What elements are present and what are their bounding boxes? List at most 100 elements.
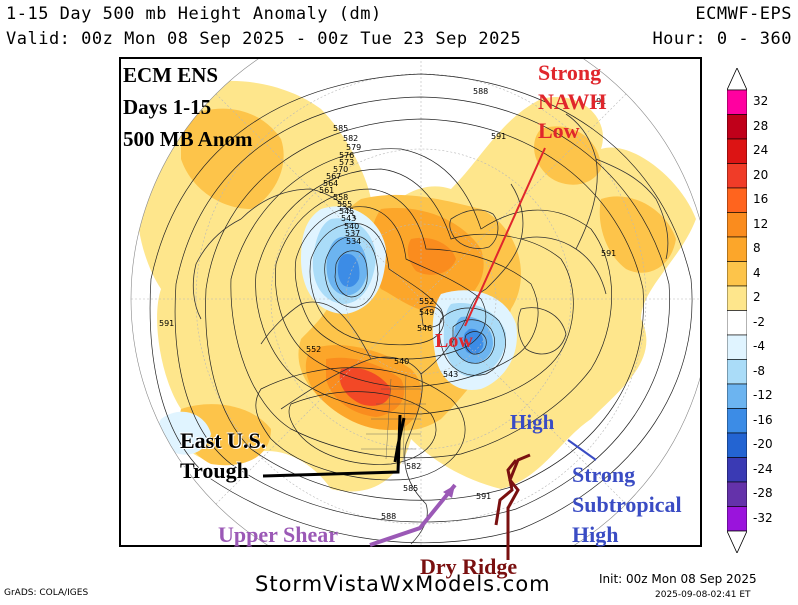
trough-axis (393, 417, 406, 463)
trough-pointer (262, 414, 402, 478)
contour-label: 567 (326, 172, 341, 181)
forecast-hours: Hour: 0 - 360 (652, 29, 792, 49)
colorbar-swatch (727, 187, 747, 213)
subtropical-pointer (567, 439, 597, 461)
colorbar-label: -2 (753, 314, 765, 329)
dry-ridge-axis-secondary (494, 459, 518, 526)
model-name: ECMWF-EPS (695, 4, 792, 24)
contour-label: 591 (491, 132, 506, 141)
positive-anomaly-4dm (181, 108, 284, 209)
nawh-pointer (464, 147, 546, 327)
positive-anomaly-4dm (180, 404, 271, 466)
contour-label: 585 (333, 124, 348, 133)
annotation-subtrop-high: High (572, 522, 619, 547)
colorbar-label: -16 (753, 412, 773, 427)
site-watermark: StormVistaWxModels.com (255, 572, 551, 596)
contour-label: 582 (343, 134, 358, 143)
annotation-days: Days 1-15 (123, 95, 212, 119)
colorbar-label: -12 (753, 388, 773, 403)
height-contours (149, 73, 693, 544)
contour-label: 540 (344, 222, 359, 231)
contour-label: 558 (333, 193, 348, 202)
positive-anomaly-4dm (599, 196, 676, 273)
negative-anomaly-12dm (337, 253, 360, 287)
shear-arrowhead (443, 485, 455, 498)
colorbar-swatch (727, 383, 747, 409)
grads-credit: GrADS: COLA/IGES (4, 588, 89, 598)
annotation-ecm-ens: ECM ENS (123, 63, 219, 87)
colorbar-swatch (727, 89, 747, 115)
colorbar-swatch (727, 236, 747, 262)
coastlines (192, 113, 669, 545)
annotation-dry-ridge: Dry Ridge (420, 554, 518, 579)
generated-time: 2025-09-08-02:41 ET (655, 590, 751, 600)
colorbar-swatch (727, 481, 747, 507)
colorbar-label: 24 (753, 143, 769, 158)
colorbar-swatch (727, 334, 747, 360)
map-title: 1-15 Day 500 mb Height Anomaly (dm) (6, 4, 382, 24)
colorbar-swatch (727, 163, 747, 189)
valid-period: Valid: 00z Mon 08 Sep 2025 - 00z Tue 23 … (6, 29, 522, 49)
colorbar-label: 20 (753, 167, 769, 182)
contour-label: 561 (319, 186, 334, 195)
colorbar-label: -24 (753, 461, 773, 476)
contour-label: 570 (333, 165, 348, 174)
anomaly-map: 588 585 582 579 576 573 570 567 564 561 … (119, 57, 702, 547)
contour-label: 591 (601, 249, 616, 258)
colorbar-label: 28 (753, 118, 769, 133)
contour-label: 534 (346, 237, 361, 246)
positive-anomaly-4dm (534, 126, 601, 185)
contour-label: 582 (406, 462, 421, 471)
colorbar-swatch (727, 310, 747, 336)
annotation-nawh-low: Low (538, 118, 580, 143)
annotation-low: Low (435, 330, 473, 352)
colorbar-top-arrow (727, 68, 747, 91)
colorbar-swatch (727, 359, 747, 385)
shear-arrow (369, 483, 457, 547)
contour-label: 552 (306, 345, 321, 354)
contour-label: 549 (419, 308, 434, 317)
map-canvas: 588 585 582 579 576 573 570 567 564 561 … (130, 59, 700, 545)
colorbar-label: -20 (753, 437, 773, 452)
colorbar-swatch (727, 261, 747, 287)
annotation-nawh-strong: Strong (538, 60, 602, 85)
colorbar-swatch (727, 285, 747, 311)
contour-label: 591 (159, 319, 174, 328)
contour-label: 537 (345, 229, 360, 238)
annotation-high: High (510, 410, 555, 434)
contour-label: 546 (417, 324, 432, 333)
colorbar-label: -32 (753, 510, 773, 525)
colorbar-swatch (727, 506, 747, 532)
colorbar-swatch (727, 432, 747, 458)
contour-label: 543 (443, 370, 458, 379)
init-time: Init: 00z Mon 08 Sep 2025 (599, 572, 757, 586)
contour-label: 543 (341, 214, 356, 223)
contour-label: 588 (473, 87, 488, 96)
colorbar-label: 12 (753, 216, 769, 231)
colorbar-label: 32 (753, 94, 769, 109)
annotation-upper-shear: Upper Shear (218, 522, 338, 547)
colorbar-label: 4 (753, 265, 761, 280)
colorbar-label: -8 (753, 363, 765, 378)
contour-label: 585 (403, 484, 418, 493)
contour-label: 579 (346, 143, 361, 152)
contour-label: 576 (339, 151, 354, 160)
dry-ridge-axis (506, 453, 531, 560)
annotation-subtropical: Subtropical (572, 492, 682, 517)
contour-label: 591 (476, 492, 491, 501)
colorbar-bottom-arrow (727, 530, 747, 553)
annotation-500mb: 500 MB Anom (123, 127, 253, 151)
colorbar-swatch (727, 138, 747, 164)
annotation-trough-east-us: East U.S. (180, 428, 267, 453)
contour-label: 573 (339, 158, 354, 167)
contour-label: 545 (339, 207, 354, 216)
colorbar-label: -4 (753, 339, 765, 354)
colorbar-label: -28 (753, 486, 773, 501)
contour-label: 552 (419, 297, 434, 306)
colorbar-swatch (727, 457, 747, 483)
contour-label: 555 (337, 200, 352, 209)
annotation-trough: Trough (180, 458, 249, 483)
colorbar-swatch (727, 212, 747, 238)
contour-label: 564 (323, 179, 338, 188)
